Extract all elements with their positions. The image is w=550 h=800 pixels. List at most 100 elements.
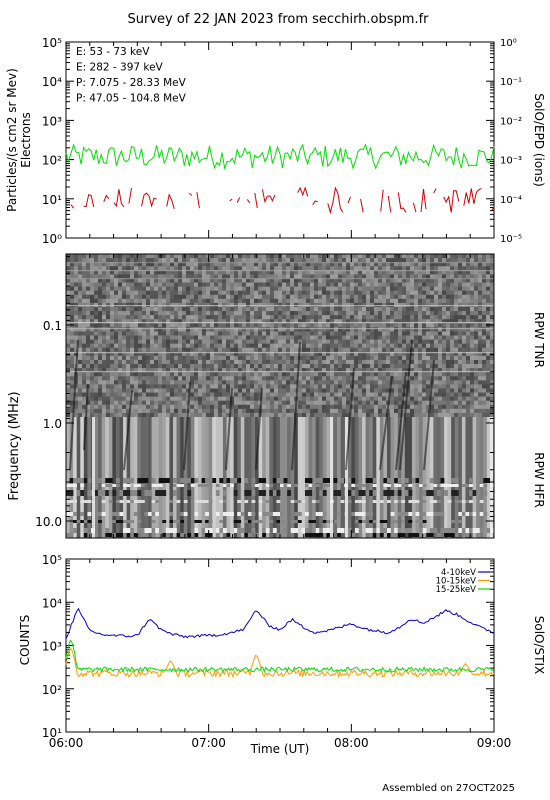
spectrogram-cell — [230, 331, 235, 336]
spectrogram-cell — [250, 331, 255, 336]
spectrogram-cell — [478, 408, 483, 414]
hfr-band — [190, 484, 195, 487]
spectrogram-cell — [346, 306, 351, 312]
spectrogram-column — [376, 417, 381, 538]
spectrogram-cell — [258, 339, 263, 344]
spectrogram-cell — [122, 315, 127, 320]
spectrogram-cell — [146, 294, 151, 300]
spectrogram-cell — [306, 266, 311, 271]
spectrogram-cell — [214, 323, 219, 328]
spectrogram-cell — [490, 388, 495, 393]
spectrogram-cell — [426, 400, 431, 406]
spectrogram-cell — [370, 384, 375, 389]
spectrogram-cell — [106, 384, 111, 389]
spectrogram-cell — [118, 392, 123, 397]
spectrogram-cell — [298, 254, 303, 259]
spectrogram-cell — [182, 351, 187, 357]
spectrogram-cell — [270, 278, 275, 283]
spectrogram-cell — [230, 319, 235, 324]
spectrogram-cell — [194, 351, 199, 357]
spectrogram-cell — [162, 347, 167, 353]
spectrogram-cell — [330, 298, 335, 304]
spectrogram-cell — [178, 359, 183, 365]
spectrogram-cell — [478, 331, 483, 336]
spectrogram-cell — [454, 355, 459, 361]
spectrogram-cell — [170, 331, 175, 336]
spectrogram-cell — [238, 351, 243, 357]
spectrogram-cell — [274, 412, 279, 418]
spectrogram-cell — [438, 294, 443, 300]
spectrogram-cell — [294, 335, 299, 340]
hfr-band — [333, 520, 338, 523]
spectrogram-cell — [138, 368, 143, 373]
spectrogram-cell — [166, 372, 171, 377]
spectrogram-cell — [202, 323, 207, 328]
spectrogram-cell — [454, 274, 459, 279]
spectrogram-cell — [486, 278, 491, 283]
spectrogram-column — [226, 417, 231, 538]
spectrogram-cell — [406, 274, 411, 279]
spectrogram-cell — [134, 335, 139, 340]
spectrogram-cell — [134, 327, 139, 332]
hfr-band — [479, 512, 484, 516]
spectrogram-cell — [338, 396, 343, 402]
spectrogram-cell — [398, 290, 403, 296]
spectrogram-cell — [98, 327, 103, 332]
spectrogram-cell — [378, 327, 383, 332]
spectrogram-cell — [154, 258, 159, 263]
figure-title: Survey of 22 JAN 2023 from secchirh.obsp… — [128, 12, 430, 27]
spectrogram-cell — [426, 359, 431, 365]
spectrogram-cell — [482, 254, 487, 259]
spectrogram-cell — [238, 315, 243, 320]
spectrogram-cell — [342, 282, 347, 287]
spectrogram-cell — [398, 319, 403, 324]
spectrogram-column — [362, 417, 366, 538]
spectrogram-cell — [106, 282, 111, 287]
spectrogram-cell — [206, 380, 211, 385]
spectrogram-cell — [102, 315, 107, 320]
spectrogram-cell — [66, 262, 71, 267]
spectrogram-cell — [258, 347, 263, 353]
spectrogram-cell — [214, 359, 219, 365]
spectrogram-cell — [262, 343, 267, 349]
spectrogram-cell — [374, 359, 379, 365]
spectrogram-cell — [462, 384, 467, 389]
spectrogram-cell — [86, 254, 91, 259]
spectrogram-cell — [314, 290, 319, 296]
spectrogram-cell — [126, 286, 131, 291]
spectrogram-cell — [98, 311, 103, 316]
spectrogram-cell — [78, 400, 83, 406]
spectrogram-cell — [166, 258, 171, 263]
hfr-band — [197, 500, 202, 503]
spectrogram-cell — [138, 339, 143, 344]
spectrogram-cell — [398, 384, 403, 389]
spectrogram-cell — [102, 364, 107, 369]
spectrogram-cell — [250, 380, 255, 385]
y-tick-label: 10⁵ — [42, 36, 62, 50]
spectrogram-cell — [418, 384, 423, 389]
hfr-band — [397, 484, 402, 487]
spectrogram-cell — [142, 384, 147, 389]
spectrogram-cell — [186, 343, 191, 349]
spectrogram-cell — [98, 282, 103, 287]
spectrogram-cell — [282, 315, 287, 320]
hfr-band — [201, 528, 206, 533]
spectrogram-cell — [478, 327, 483, 332]
spectrogram-cell — [66, 339, 71, 344]
spectrogram-cell — [90, 315, 95, 320]
spectrogram-cell — [202, 343, 207, 349]
spectrogram-cell — [238, 400, 243, 406]
spectrogram-cell — [290, 408, 295, 414]
hfr-band — [429, 512, 434, 516]
spectrogram-cell — [162, 286, 167, 291]
spectrogram-cell — [90, 355, 95, 361]
spectrogram-cell — [238, 347, 243, 353]
spectrogram-cell — [82, 355, 87, 361]
spectrogram-cell — [246, 412, 251, 418]
spectrogram-cell — [278, 298, 283, 304]
spectrogram-cell — [202, 376, 207, 381]
spectrogram-cell — [446, 282, 451, 287]
spectrogram-cell — [310, 294, 315, 300]
spectrogram-cell — [322, 364, 327, 369]
spectrogram-cell — [482, 351, 487, 357]
